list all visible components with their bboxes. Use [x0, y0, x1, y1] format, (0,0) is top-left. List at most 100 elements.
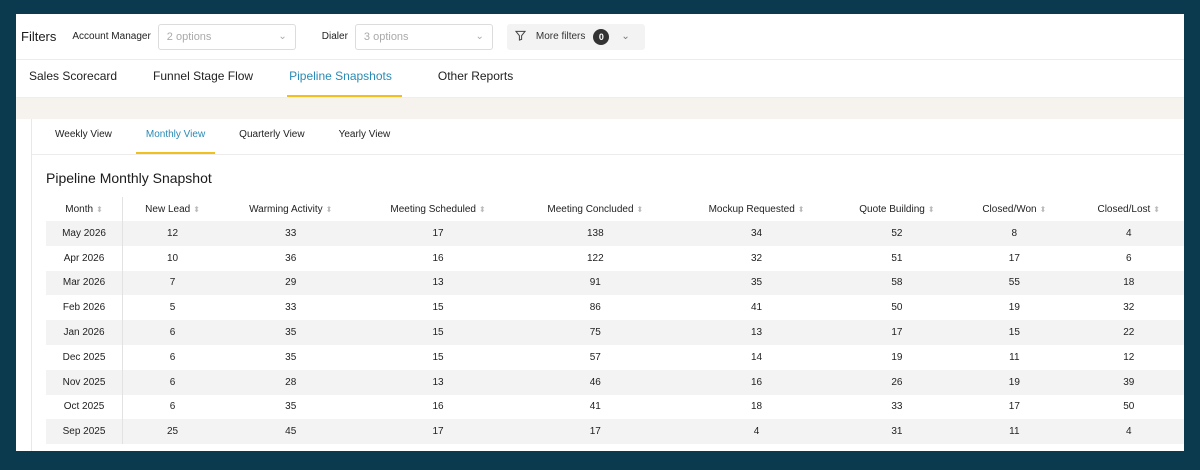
more-filters-label: More filters	[535, 31, 586, 42]
table-cell: 15	[432, 351, 444, 363]
table-cell: 57	[589, 351, 601, 363]
table-cell: 6	[169, 401, 176, 413]
table-cell: 6	[122, 369, 223, 395]
column-header-label: Month	[65, 203, 94, 215]
column-header[interactable]: Month ⬍	[46, 197, 124, 221]
dialer-select[interactable]: 3 options ⌄	[354, 23, 493, 50]
table-header-row: Month ⬍ New Lead ⬍ Warming Activity ⬍ Meeting …	[46, 197, 1184, 221]
table-cell: 17	[1008, 252, 1020, 264]
tab-sales-scorecard[interactable]: Sales Scorecard	[29, 69, 118, 83]
column-header[interactable]: Mockup Requested ⬍	[674, 197, 839, 221]
chevron-down-icon: ⌄	[278, 31, 287, 42]
sort-icon[interactable]: ⬍	[636, 204, 644, 214]
table-cell: 36	[285, 252, 297, 264]
account-manager-placeholder: 2 options	[166, 30, 212, 43]
table-cell: 15	[432, 302, 444, 314]
account-manager-select[interactable]: 2 options ⌄	[157, 23, 296, 50]
table-cell: 45	[222, 419, 360, 445]
table-cell: 6	[122, 320, 223, 345]
table-cell: 32	[750, 252, 763, 264]
filters-title: Filters	[21, 29, 57, 44]
table-cell: 31	[839, 419, 955, 445]
table-cell: 19	[891, 351, 903, 363]
column-header[interactable]: Meeting Scheduled ⬍	[359, 197, 516, 221]
table-row: Dec 2025 6 35 15 57 14 19 11 12	[46, 344, 1184, 370]
table-cell: 19	[954, 369, 1074, 395]
table-cell: 4	[1074, 221, 1184, 246]
table-cell: 17	[516, 419, 674, 445]
tab-yearly-view[interactable]: Yearly View	[338, 129, 391, 140]
table-cell: 28	[222, 369, 360, 395]
sort-icon[interactable]: ⬍	[1039, 204, 1047, 214]
table-cell: 26	[839, 369, 955, 395]
report-tabs: Sales Scorecard Funnel Stage Flow Pipeli…	[16, 60, 1184, 98]
table-cell: 15	[359, 320, 517, 345]
sort-icon[interactable]: ⬍	[1153, 204, 1160, 214]
sort-icon[interactable]: ⬍	[96, 204, 103, 214]
column-header-label: Closed/Lost	[1097, 203, 1151, 215]
sort-icon[interactable]: ⬍	[325, 204, 333, 214]
column-header[interactable]: New Lead ⬍	[123, 197, 222, 221]
dialer-label: Dialer	[321, 31, 348, 42]
table-cell: 41	[589, 401, 601, 413]
app-frame: Filters Account Manager 2 options ⌄ Dial…	[16, 14, 1184, 451]
table-cell: 50	[891, 302, 903, 314]
sort-icon[interactable]: ⬍	[193, 204, 200, 214]
column-header[interactable]: Warming Activity ⬍	[222, 197, 359, 221]
column-header[interactable]: Quote Building ⬍	[839, 197, 955, 221]
table-row: Nov 2025 6 28 13 46 16 26 19 39	[46, 369, 1184, 395]
column-header[interactable]: Meeting Concluded ⬍	[517, 197, 674, 221]
table-cell: 46	[516, 369, 674, 395]
table-cell: 33	[222, 221, 360, 246]
table-cell: 86	[589, 302, 601, 314]
tab-pipeline-snapshots[interactable]: Pipeline Snapshots	[287, 69, 402, 97]
row-month-cell: Dec 2025	[46, 344, 124, 370]
more-filters-button[interactable]: More filters 0 ⌄	[506, 23, 645, 50]
column-header-label: Meeting Scheduled	[390, 203, 476, 215]
table-cell: 16	[432, 401, 444, 413]
table-cell: 33	[891, 401, 903, 413]
tab-funnel-stage-flow[interactable]: Funnel Stage Flow	[153, 69, 254, 83]
column-header-label: Closed/Won	[982, 203, 1037, 215]
filter-count-badge: 0	[593, 28, 610, 45]
view-tabs: Weekly View Monthly View Quarterly View …	[32, 119, 1184, 155]
table-cell: 18	[1074, 270, 1184, 296]
table-cell: 13	[359, 270, 517, 296]
row-month-cell: Jan 2026	[46, 320, 124, 345]
column-header-label: Warming Activity	[249, 203, 323, 215]
tab-quarterly-view[interactable]: Quarterly View	[239, 129, 305, 140]
table-cell: 58	[839, 270, 955, 296]
tab-monthly-view[interactable]: Monthly View	[135, 129, 216, 154]
table-cell: 16	[432, 252, 444, 264]
sort-icon[interactable]: ⬍	[478, 204, 486, 214]
row-month-cell: Nov 2025	[46, 369, 124, 395]
sort-icon[interactable]: ⬍	[797, 204, 805, 214]
chevron-down-icon: ⌄	[621, 31, 630, 42]
table-cell: 32	[1123, 302, 1135, 314]
content-band	[16, 98, 1184, 119]
table-cell: 13	[359, 369, 517, 395]
column-header[interactable]: Closed/Lost ⬍	[1074, 197, 1184, 221]
page-title: Pipeline Monthly Snapshot	[46, 170, 212, 186]
tab-weekly-view[interactable]: Weekly View	[55, 129, 112, 140]
column-header[interactable]: Closed/Won ⬍	[955, 197, 1074, 221]
row-month-cell: Apr 2026	[46, 245, 124, 271]
table-cell: 35	[673, 270, 840, 296]
table-cell: 5	[169, 302, 176, 314]
table-cell: 8	[954, 221, 1074, 246]
tab-other-reports[interactable]: Other Reports	[437, 69, 514, 83]
table-cell: 122	[586, 252, 604, 264]
table-row: Apr 2026 10 36 16 122 32 51 17 6	[46, 245, 1184, 271]
sort-icon[interactable]: ⬍	[927, 204, 935, 214]
table-cell: 35	[222, 320, 360, 345]
account-manager-label: Account Manager	[72, 31, 151, 42]
table-cell: 18	[750, 401, 763, 413]
table-cell: 51	[891, 252, 903, 264]
table-cell: 6	[169, 351, 176, 363]
table-cell: 75	[516, 320, 674, 345]
table-row: Mar 2026 7 29 13 91 35 58 55 18	[46, 270, 1184, 296]
table-row: Oct 2025 6 35 16 41 18 33 17 50	[46, 394, 1184, 420]
column-header-label: New Lead	[145, 203, 191, 215]
table-row: May 2026 12 33 17 138 34 52 8 4	[46, 221, 1184, 246]
table-cell: 39	[1074, 369, 1184, 395]
